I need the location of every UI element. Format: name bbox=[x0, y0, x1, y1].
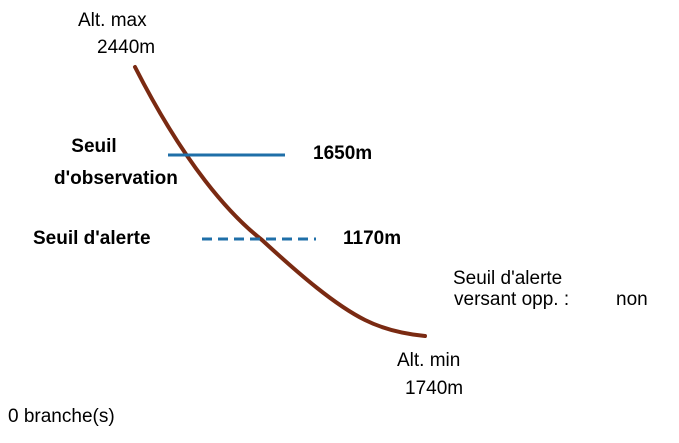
slope-profile-curve bbox=[133, 65, 427, 338]
alt-max-value: 2440m bbox=[97, 37, 156, 58]
observation-threshold-value: 1650m bbox=[313, 143, 373, 164]
branch-count: 0 branche(s) bbox=[8, 406, 115, 427]
alert-threshold-label: Seuil d'alerte bbox=[33, 228, 151, 249]
alt-max-label: Alt. max bbox=[78, 10, 147, 31]
alt-min-label: Alt. min bbox=[397, 350, 461, 371]
observation-threshold-label-line2: d'observation bbox=[54, 168, 178, 189]
opposite-slope-value: non bbox=[616, 289, 648, 310]
alt-min-value: 1740m bbox=[405, 378, 464, 399]
alert-threshold-value: 1170m bbox=[343, 228, 402, 249]
opposite-slope-label-line1: Seuil d'alerte bbox=[453, 268, 563, 289]
observation-threshold-label-line1: Seuil bbox=[71, 136, 117, 157]
opposite-slope-label-line2: versant opp. : bbox=[454, 289, 570, 310]
